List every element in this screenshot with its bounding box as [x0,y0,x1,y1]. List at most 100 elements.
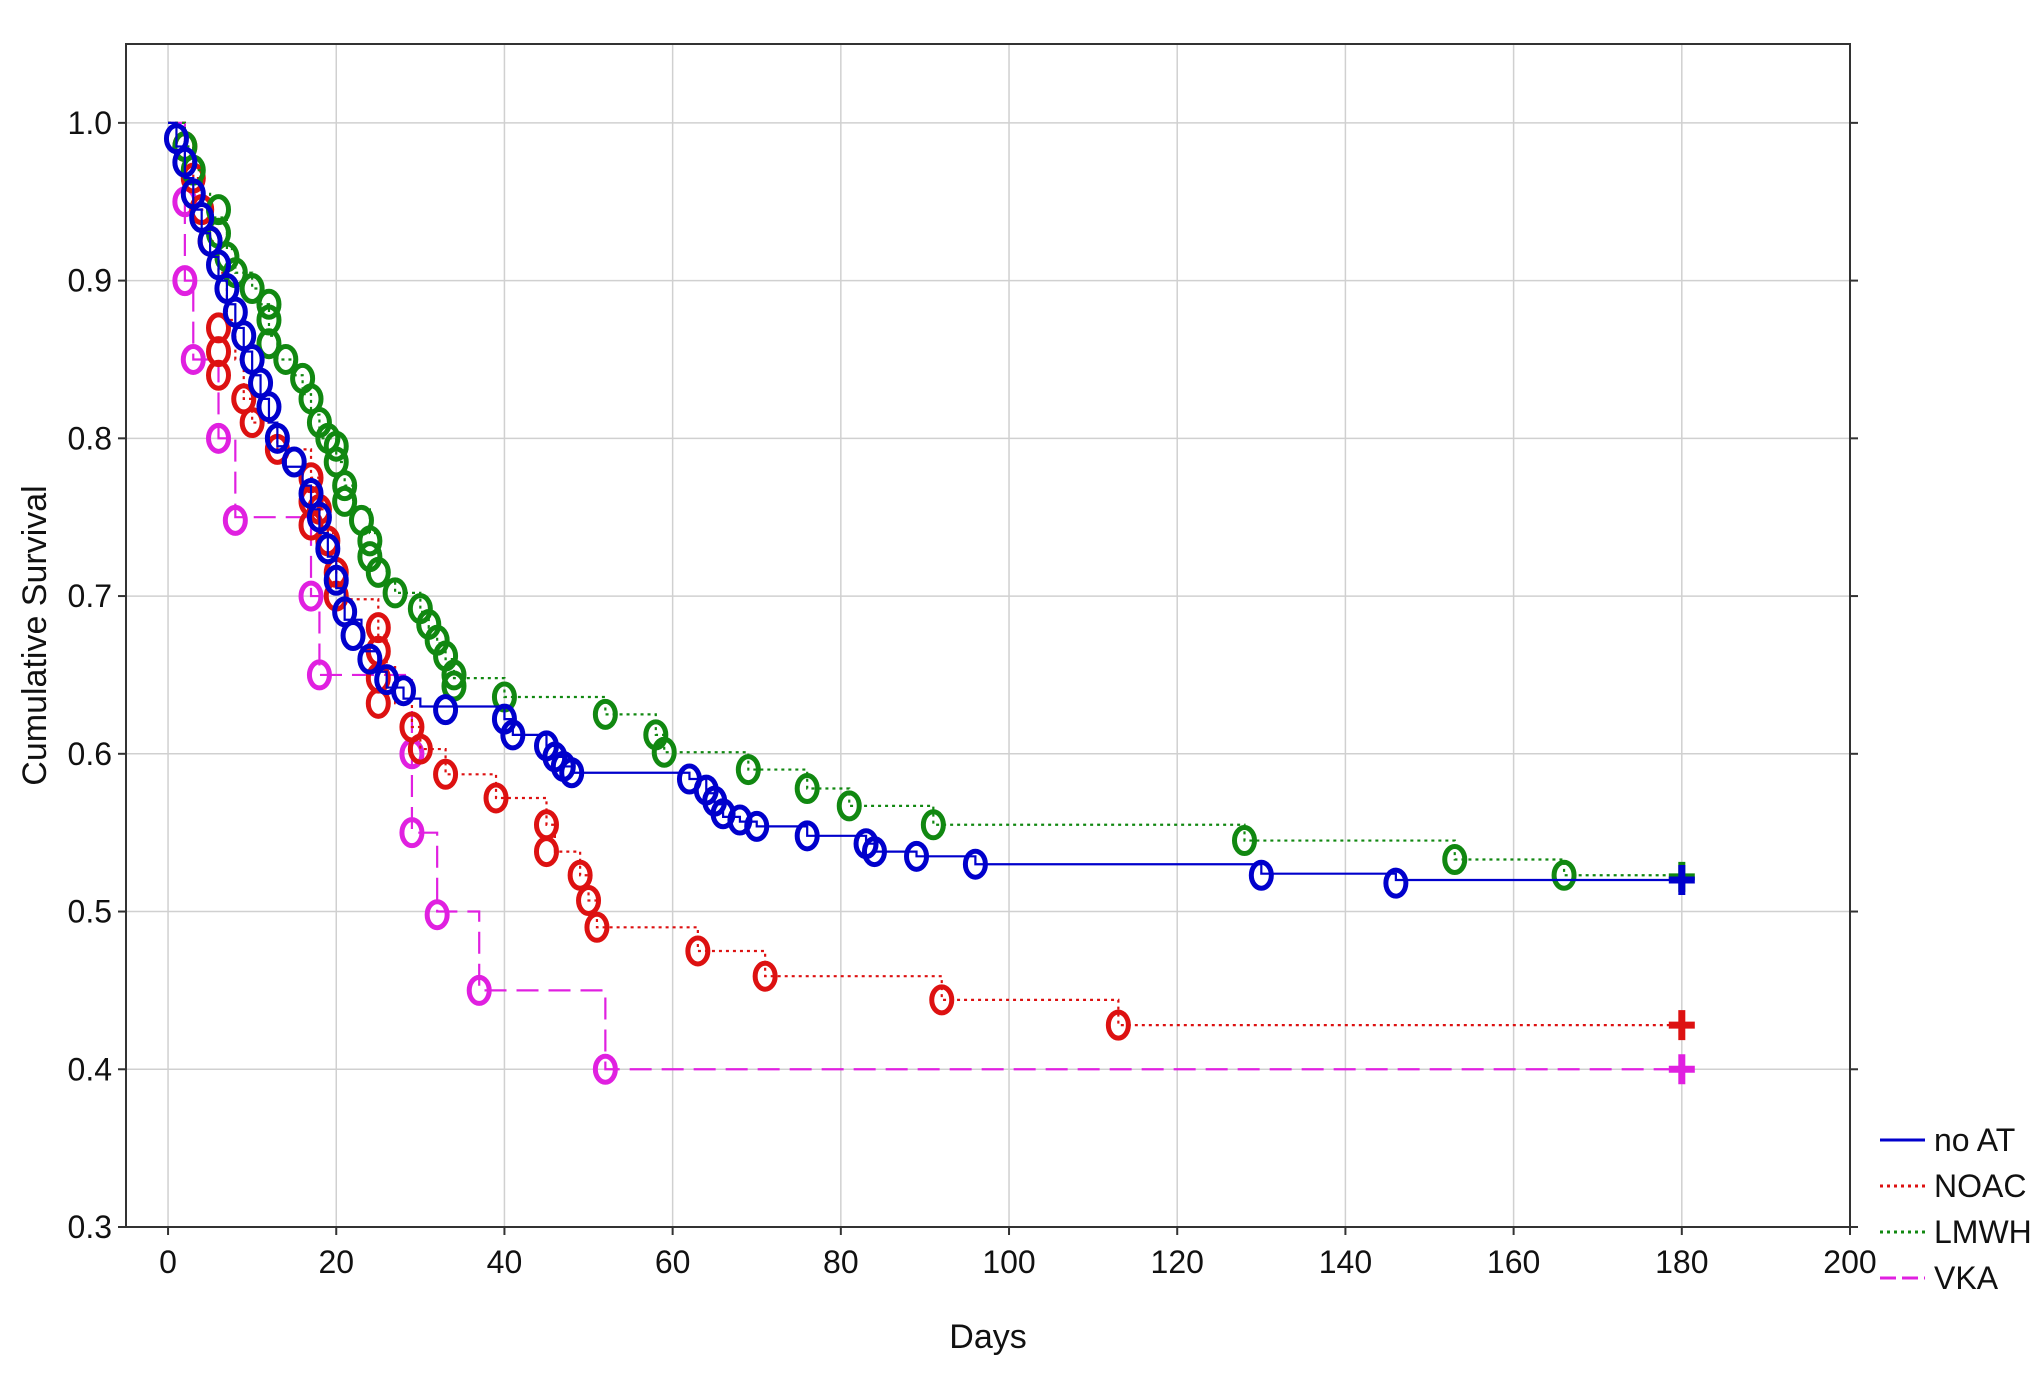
censor-marker [239,272,265,304]
censor-marker [306,501,332,533]
censor-marker [332,485,358,517]
legend-item-lmwh: LMWH [1880,1214,2032,1250]
censor-marker [180,343,206,375]
censor-marker [1551,859,1577,891]
censor-marker [651,736,677,768]
censor-marker [399,817,425,849]
censor-marker [576,884,602,916]
censor-marker [340,620,366,651]
censor-marker [1383,867,1409,899]
censor-marker [433,694,459,726]
censor-marker [904,840,930,872]
legend-label: NOAC [1934,1168,2026,1204]
x-tick-label: 100 [982,1244,1035,1280]
censor-marker [206,359,232,391]
survival-step-line [168,121,1682,1027]
series-vka [168,121,1695,1085]
legend-label: no AT [1934,1122,2015,1158]
censor-marker [332,470,358,502]
censor-marker [222,504,248,536]
censor-marker [391,675,417,707]
censor-marker [357,643,383,675]
x-tick-label: 60 [655,1244,691,1280]
legend-label: VKA [1934,1260,1999,1296]
censor-marker [466,974,492,1006]
censor-marker [962,848,988,880]
censor-marker [861,836,887,868]
series-no-at [163,121,1695,899]
tick-labels: 0 20 40 60 80 100 120 140 160 180 200 1.0 0.9 0.8 0.7 0… [68,105,1877,1280]
censor-marker [424,899,450,931]
x-tick-label: 20 [318,1244,354,1280]
y-tick-label: 0.7 [68,578,112,614]
censor-marker [382,577,408,609]
censor-marker [1105,1009,1131,1041]
x-tick-label: 80 [823,1244,859,1280]
censor-marker [298,580,324,612]
x-tick-label: 40 [487,1244,523,1280]
censor-marker [441,659,467,691]
censor-marker [1231,825,1257,857]
plot-frame [125,43,1851,1228]
censor-marker [584,911,610,943]
y-tick-label: 0.5 [68,894,112,930]
censor-marker [323,430,349,462]
x-tick-label: 140 [1319,1244,1372,1280]
censor-marker [1248,859,1274,891]
legend-item-no-at: no AT [1880,1122,2015,1158]
legend-label: LMWH [1934,1214,2032,1250]
legend-item-noac: NOAC [1880,1168,2026,1204]
censor-marker [264,422,290,454]
x-tick-label: 0 [159,1244,177,1280]
censor-marker [483,782,509,814]
censor-marker [794,820,820,852]
y-tick-label: 0.4 [68,1051,112,1087]
censor-marker [306,659,332,691]
censor-marker [592,1053,618,1085]
censor-marker [365,556,391,588]
censor-marker [433,758,459,790]
censor-marker [533,836,559,868]
legend-item-vka: VKA [1880,1260,1999,1296]
censor-marker [752,960,778,992]
end-marker [1668,864,1695,895]
x-tick-label: 120 [1151,1244,1204,1280]
end-marker [1668,1010,1695,1041]
censor-marker [357,525,383,557]
y-tick-label: 0.9 [68,263,112,299]
censor-marker [744,810,770,842]
survival-step-line [168,121,1682,1071]
censor-marker [929,984,955,1016]
censor-marker [500,719,526,751]
censor-marker [172,265,198,297]
censor-marker [256,391,282,423]
y-axis-title: Cumulative Survival [16,485,54,785]
censor-marker [256,328,282,360]
censor-marker [323,564,349,596]
censor-marker [592,698,618,730]
censor-marker [1442,843,1468,875]
x-tick-label: 160 [1487,1244,1540,1280]
x-tick-label: 200 [1823,1244,1876,1280]
censor-marker [315,533,341,565]
censor-marker [172,146,198,178]
survival-step-line [168,121,1682,877]
censor-marker [685,935,711,967]
end-marker [1668,1054,1695,1085]
censor-marker [206,422,232,454]
censor-marker [256,288,282,320]
x-axis-title: Days [949,1318,1026,1356]
censor-marker [794,773,820,805]
y-tick-label: 0.3 [68,1209,112,1245]
series-layer [163,121,1695,1085]
legend: no AT NOAC LMWH VKA [1880,1122,2032,1296]
censor-marker [281,446,307,478]
x-tick-label: 180 [1655,1244,1708,1280]
censor-marker [407,733,433,765]
censor-marker [239,407,265,439]
y-tick-label: 0.6 [68,736,112,772]
series-lmwh [168,121,1695,892]
censor-marker [735,754,761,786]
censor-marker [567,859,593,891]
